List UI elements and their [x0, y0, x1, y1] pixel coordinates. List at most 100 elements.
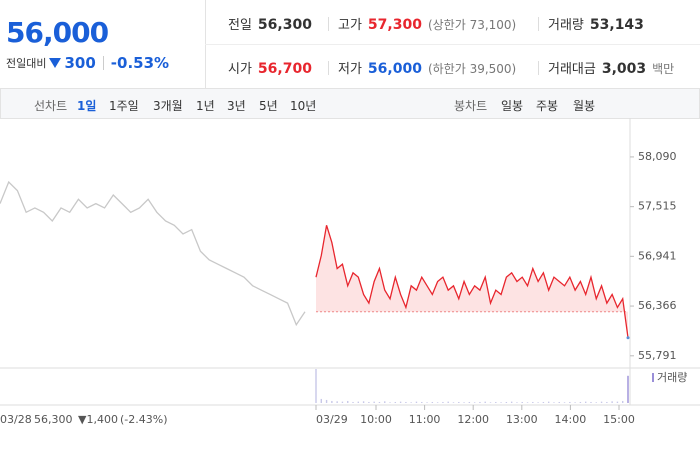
- volume-bar: [336, 401, 338, 403]
- column-separator: [328, 17, 329, 31]
- volume-bar: [484, 401, 486, 403]
- candle-tab[interactable]: 일봉: [501, 99, 524, 113]
- volume-bar: [352, 401, 354, 403]
- stat: 거래량 53,143: [548, 14, 644, 33]
- volume-bar: [616, 401, 619, 403]
- volume-bar: [410, 402, 412, 403]
- stat: 시가 56,700: [228, 58, 312, 77]
- down-icon: [49, 58, 62, 68]
- separator: [102, 56, 104, 70]
- volume-bar: [442, 401, 444, 403]
- candle-tab[interactable]: 주봉: [536, 99, 559, 113]
- volume-bar: [622, 400, 624, 403]
- volume-bar: [516, 402, 518, 403]
- stat-value: 57,300: [367, 17, 422, 33]
- date-label: 03/28: [0, 413, 32, 426]
- stat-value: 3,003: [601, 61, 647, 77]
- stat: 전일 56,300: [228, 14, 312, 33]
- period-tab[interactable]: 3개월: [153, 99, 183, 113]
- candle-tab[interactable]: 월봉: [573, 99, 596, 113]
- y-tick-label: 55,791: [638, 349, 677, 362]
- period-tab[interactable]: 3년: [227, 99, 246, 113]
- volume-bar: [600, 401, 603, 403]
- prev-pct: (-2.43%): [120, 413, 168, 426]
- stat: 거래대금 3,003 백만: [548, 58, 674, 77]
- volume-bar: [468, 401, 471, 403]
- volume-bar: [542, 401, 545, 403]
- volume-bar: [495, 401, 497, 403]
- x-tick-label: 11:00: [409, 413, 441, 426]
- volume-bar: [569, 401, 571, 403]
- volume-bar: [510, 401, 513, 403]
- tab-bar: 선차트 1일 1주일 3개월 1년 3년 5년 10년 봉차트 일봉 주봉 월봉: [0, 88, 700, 119]
- volume-bar: [500, 402, 502, 403]
- stat-sub: (상한가 73,100): [427, 18, 517, 32]
- volume-bar: [378, 401, 381, 403]
- volume-bar: [362, 401, 365, 403]
- stat-sub: (하한가 39,500): [427, 62, 517, 76]
- volume-bar: [537, 402, 539, 403]
- x-tick-label: 10:00: [360, 413, 392, 426]
- stat-value: 53,143: [589, 17, 644, 33]
- divider: [205, 44, 700, 45]
- x-tick-label: 15:00: [603, 413, 635, 426]
- stat-label: 전일: [228, 18, 252, 33]
- price-line: [0, 180, 306, 327]
- change-pct: -0.53%: [110, 54, 170, 72]
- volume-bar: [415, 401, 418, 403]
- volume-bar: [347, 400, 349, 403]
- period-tab[interactable]: 1일: [77, 99, 97, 113]
- stat-label: 거래량: [548, 18, 584, 33]
- price-line: [315, 225, 629, 338]
- volume-legend: 거래량: [657, 371, 687, 384]
- price: 56,000: [6, 16, 109, 49]
- tab-label: 봉차트: [454, 99, 488, 113]
- volume-bar: [532, 401, 534, 403]
- volume-bar: [606, 401, 608, 403]
- y-tick-label: 58,090: [638, 150, 677, 163]
- volume-bar: [320, 398, 322, 403]
- volume-bar: [315, 369, 317, 403]
- y-tick-label: 56,941: [638, 249, 677, 262]
- volume-bar: [590, 401, 592, 403]
- volume-bar: [463, 402, 465, 403]
- volume-legend-icon: [652, 373, 654, 382]
- volume-bar: [357, 401, 360, 403]
- quote-box: 56,000 전일대비 300 -0.53%: [0, 0, 206, 88]
- period-tab[interactable]: 1주일: [109, 99, 139, 113]
- area: [316, 225, 628, 338]
- x-tick-label: 14:00: [555, 413, 587, 426]
- stat-label: 저가: [338, 62, 362, 77]
- period-tab[interactable]: 10년: [290, 99, 317, 113]
- change-row: 전일대비 300 -0.53%: [6, 54, 169, 72]
- period-tab[interactable]: 5년: [259, 99, 278, 113]
- change-label: 전일대비: [6, 57, 47, 70]
- volume-bar: [447, 401, 449, 403]
- volume-bar: [436, 402, 439, 403]
- volume-bar: [431, 401, 434, 403]
- volume-bar: [389, 402, 391, 403]
- x-tick-label: 13:00: [506, 413, 538, 426]
- volume-bar: [611, 401, 613, 403]
- change: 300: [64, 54, 96, 72]
- volume-bar: [579, 401, 582, 403]
- volume-bar: [458, 401, 460, 403]
- volume-bar: [394, 401, 397, 403]
- volume-bar: [558, 401, 560, 403]
- volume-bar: [473, 402, 476, 403]
- volume-bar: [368, 401, 370, 403]
- stat-sub: 백만: [652, 62, 675, 76]
- volume-bar: [627, 375, 629, 403]
- column-separator: [538, 61, 539, 75]
- volume-bar: [553, 402, 555, 403]
- volume-bar: [405, 401, 407, 403]
- last-point: [626, 336, 630, 340]
- volume-bar: [489, 402, 492, 403]
- period-tab[interactable]: 1년: [196, 99, 215, 113]
- column-separator: [538, 17, 539, 31]
- volume-bar: [331, 400, 333, 403]
- stat-value: 56,700: [257, 61, 312, 77]
- volume-bar: [547, 401, 550, 403]
- prev-change: ▼1,400: [78, 413, 118, 426]
